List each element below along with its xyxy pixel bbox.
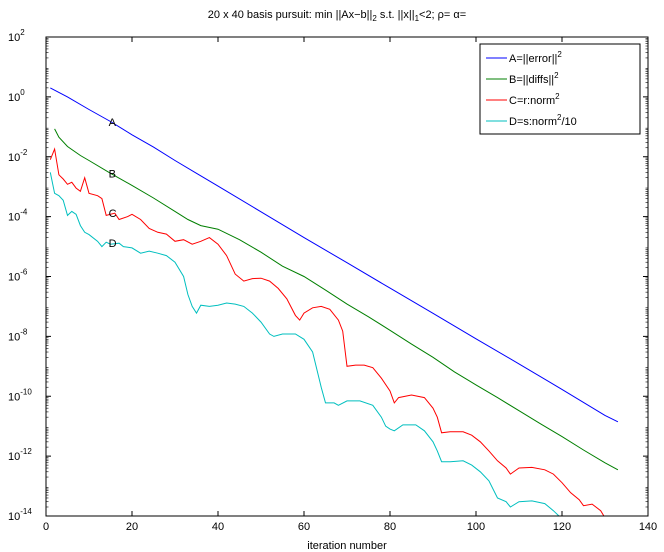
y-tick-label: 10-12 bbox=[8, 447, 32, 463]
x-tick-label: 80 bbox=[384, 521, 396, 533]
y-tick-label: 102 bbox=[8, 28, 25, 44]
legend-entry-text: B=||diffs|| bbox=[509, 74, 554, 86]
y-tick-base: 10 bbox=[8, 391, 20, 403]
y-tick-base: 10 bbox=[8, 451, 20, 463]
x-tick-label: 120 bbox=[553, 521, 571, 533]
legend-entry-superscript: 2 bbox=[555, 92, 560, 101]
legend-entry-text: A=||error|| bbox=[509, 53, 557, 65]
y-tick-exponent: 2 bbox=[20, 28, 25, 37]
series-layer bbox=[49, 87, 619, 516]
series-label-d: D bbox=[109, 238, 117, 250]
chart-title-part-1: 20 x 40 basis pursuit: min ||Ax−b|| bbox=[208, 9, 373, 21]
x-tick-label: 60 bbox=[298, 521, 310, 533]
y-tick-exponent: -2 bbox=[20, 148, 28, 157]
x-tick-label: 20 bbox=[126, 521, 138, 533]
legend-entry: B=||diffs||2 bbox=[509, 71, 559, 86]
legend-entry-superscript: 2 bbox=[554, 71, 559, 80]
chart-title: 20 x 40 basis pursuit: min ||Ax−b||2 s.t… bbox=[208, 9, 466, 23]
chart-title-part-5: <2; ρ= α= bbox=[419, 9, 466, 21]
y-tick-exponent: -12 bbox=[20, 447, 32, 456]
series-label-a: A bbox=[109, 117, 117, 129]
y-tick-base: 10 bbox=[8, 331, 20, 343]
series-line-a bbox=[50, 87, 619, 423]
y-tick-label: 100 bbox=[8, 88, 25, 104]
x-axis-ticks: 0 20 40 60 80 100 120 140 bbox=[43, 37, 657, 533]
chart-title-sub-2: 2 bbox=[372, 14, 377, 23]
series-line-c bbox=[49, 147, 605, 516]
chart-title-part-3: s.t. ||x|| bbox=[377, 9, 415, 21]
y-tick-label: 10-14 bbox=[8, 507, 32, 523]
y-tick-base: 10 bbox=[8, 272, 20, 284]
y-tick-exponent: -4 bbox=[20, 208, 28, 217]
legend-entry-superscript: 2 bbox=[557, 50, 562, 59]
x-tick-label: 140 bbox=[639, 521, 657, 533]
series-line-d bbox=[49, 172, 560, 516]
legend-entry: C=r:norm2 bbox=[509, 92, 560, 107]
legend-entry-text: D=s:norm bbox=[509, 116, 557, 128]
legend-items: A=||error||2B=||diffs||2C=r:norm2D=s:nor… bbox=[486, 50, 577, 128]
y-tick-base: 10 bbox=[8, 92, 20, 104]
x-axis-label: iteration number bbox=[307, 540, 387, 552]
y-tick-base: 10 bbox=[8, 212, 20, 224]
y-tick-base: 10 bbox=[8, 152, 20, 164]
legend-entry: A=||error||2 bbox=[509, 50, 562, 65]
series-line-b bbox=[54, 128, 619, 471]
legend-entry-tail: /10 bbox=[561, 116, 576, 128]
series-label-c: C bbox=[109, 208, 117, 220]
y-tick-label: 10-10 bbox=[8, 387, 32, 403]
y-tick-base: 10 bbox=[8, 511, 20, 523]
y-tick-base: 10 bbox=[8, 32, 20, 44]
series-labels: A B C D bbox=[109, 117, 117, 250]
y-tick-label: 10-6 bbox=[8, 268, 28, 284]
legend: A=||error||2B=||diffs||2C=r:norm2D=s:nor… bbox=[479, 43, 641, 135]
x-tick-label: 0 bbox=[43, 521, 49, 533]
y-tick-exponent: -10 bbox=[20, 387, 32, 396]
y-tick-label: 10-8 bbox=[8, 327, 28, 343]
legend-box bbox=[479, 43, 641, 135]
y-tick-exponent: 0 bbox=[20, 88, 25, 97]
y-tick-exponent: -14 bbox=[20, 507, 32, 516]
y-tick-label: 10-4 bbox=[8, 208, 28, 224]
y-tick-exponent: -6 bbox=[20, 268, 28, 277]
y-tick-label: 10-2 bbox=[8, 148, 28, 164]
x-tick-label: 100 bbox=[467, 521, 485, 533]
chart-title-sub-1: 1 bbox=[415, 14, 420, 23]
legend-entry-text: C=r:norm bbox=[509, 95, 555, 107]
y-tick-exponent: -8 bbox=[20, 327, 28, 336]
legend-entry-superscript: 2 bbox=[557, 113, 562, 122]
legend-entry: D=s:norm2/10 bbox=[509, 113, 577, 128]
series-label-b: B bbox=[109, 169, 116, 181]
x-tick-label: 40 bbox=[212, 521, 224, 533]
